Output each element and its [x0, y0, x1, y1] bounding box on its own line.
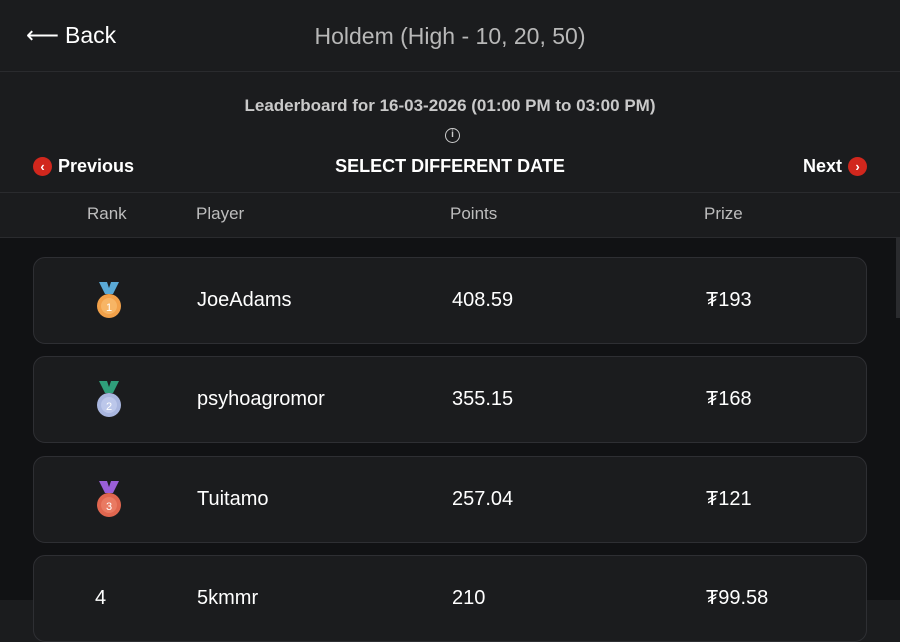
scrollbar[interactable]: [896, 238, 900, 318]
chevron-left-icon: ‹: [33, 157, 52, 176]
bronze-medal-icon: 3: [97, 481, 121, 517]
chevron-right-icon: ›: [848, 157, 867, 176]
player-name: 5kmmr: [197, 587, 259, 609]
player-name: JoeAdams: [197, 289, 292, 311]
previous-button[interactable]: ‹ Previous: [33, 156, 134, 177]
points-header: Points: [450, 204, 498, 223]
info-icon[interactable]: i: [445, 128, 460, 143]
back-label: Back: [64, 22, 117, 48]
rank-value: 4: [95, 587, 107, 609]
rank-header: Rank: [87, 204, 127, 223]
column-headers: Rank Player Points Prize: [0, 192, 900, 238]
svg-text:3: 3: [106, 501, 112, 513]
points-value: 210: [452, 587, 486, 609]
arrow-left-icon: ⟵: [26, 22, 59, 48]
prize-value: ₮99.58: [706, 587, 769, 609]
select-date-button[interactable]: SELECT DIFFERENT DATE: [335, 156, 565, 176]
prize-value: ₮168: [706, 388, 752, 410]
prize-value: ₮193: [706, 289, 752, 311]
player-header: Player: [196, 204, 245, 223]
player-name: psyhoagromor: [197, 388, 325, 410]
prize-value: ₮121: [706, 488, 752, 510]
leaderboard-subtitle: Leaderboard for 16-03-2026 (01:00 PM to …: [244, 96, 656, 115]
prize-header: Prize: [704, 204, 743, 223]
points-value: 355.15: [452, 388, 514, 410]
table-row: 4 5kmmr 210 ₮99.58: [33, 555, 867, 642]
next-button[interactable]: Next ›: [803, 156, 867, 177]
previous-label: Previous: [58, 156, 135, 176]
svg-text:1: 1: [106, 302, 112, 314]
leaderboard-list: 1 JoeAdams 408.59 ₮193 2 psyhoagromor 35…: [0, 238, 900, 642]
next-label: Next: [802, 156, 842, 176]
points-value: 257.04: [452, 488, 514, 510]
table-row: 1 JoeAdams 408.59 ₮193: [33, 257, 867, 344]
table-row: 3 Tuitamo 257.04 ₮121: [33, 456, 867, 543]
points-value: 408.59: [452, 289, 514, 311]
player-name: Tuitamo: [197, 488, 269, 510]
gold-medal-icon: 1: [97, 282, 121, 318]
table-row: 2 psyhoagromor 355.15 ₮168: [33, 356, 867, 443]
svg-text:2: 2: [106, 401, 112, 413]
header: ⟵ Back Holdem (High - 10, 20, 50): [0, 0, 900, 72]
silver-medal-icon: 2: [97, 381, 121, 417]
back-button[interactable]: ⟵ Back: [26, 22, 116, 49]
page-title: Holdem (High - 10, 20, 50): [314, 23, 586, 49]
